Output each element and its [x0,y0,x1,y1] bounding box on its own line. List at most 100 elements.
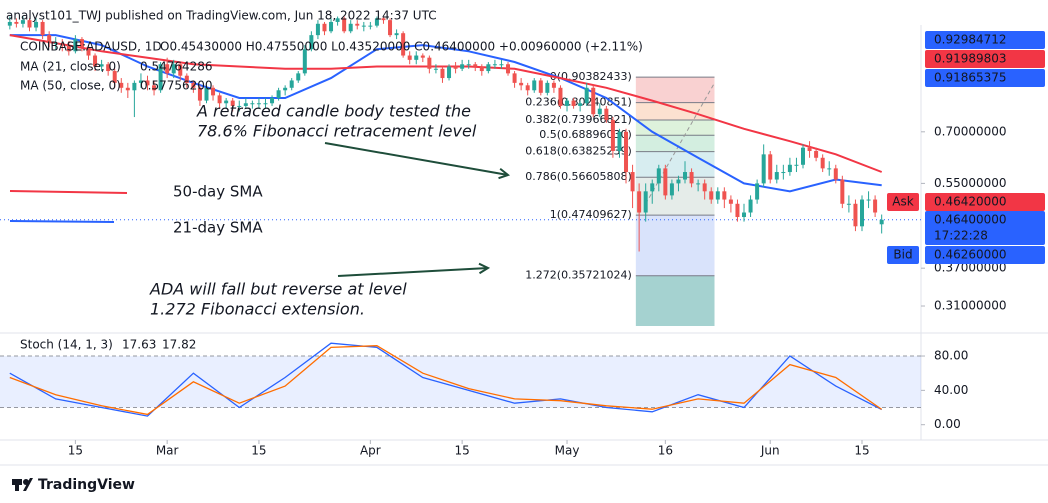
x-tick-label: Mar [156,444,179,458]
candle-body [34,21,39,28]
candle-body [532,80,537,91]
candle-body [263,103,268,105]
y-tick-label: 0.37000000 [934,261,1007,275]
candle-body [433,68,438,70]
candle-body [250,103,255,105]
candle-body [60,43,65,46]
x-tick-label: Jun [760,444,780,458]
candle-body [145,80,150,86]
candle-body [728,199,733,204]
bid-label: 0.46260000 [934,248,1007,262]
candle-body [748,199,753,213]
fib-band [635,77,715,103]
candle-body [276,90,281,98]
y-tick-label: 0.31000000 [934,299,1007,313]
arrow-head [478,262,491,275]
candle-body [519,82,524,86]
candle-body [722,191,727,200]
candle-body [656,168,661,184]
ask-tag-box [887,193,919,211]
candle-body [243,103,248,106]
indicator-price-box [925,31,1045,49]
candle-body [112,71,117,83]
candle-body [499,64,504,66]
candle-body [53,43,58,45]
footer-brand: TradingView [38,477,135,493]
candle-body [420,55,425,58]
candle-body [565,100,570,106]
candle-body [820,157,825,169]
bid-tag-box [887,246,919,264]
legend-line-21 [9,220,115,223]
candle-body [178,64,183,76]
candle-body [152,85,157,91]
candle-body [355,23,360,26]
fib-label: 0(0.90382433) [550,70,632,83]
candle-body [558,87,563,106]
x-tick-label: May [555,444,580,458]
annotation: 50-day SMA [173,183,263,201]
candle-body [14,21,19,24]
last-box [925,211,1045,245]
plot-layer: 0(0.90382433) 0.236(0.80240851) 0.382(0.73… [0,16,1045,458]
fib-label: 0.5(0.68896030) [539,128,632,141]
candle-body [224,100,229,104]
indicator-price-label: 0.91865375 [934,71,1007,85]
candle-body [597,108,602,115]
stoch-d-value: 17.82 [162,338,196,352]
stoch-y-tick-label: 0.00 [934,417,961,431]
candle-body [368,25,373,27]
y-tick-label: 0.55000000 [934,176,1007,190]
candle-body [466,64,471,66]
ask-label: 0.46420000 [934,195,1007,209]
fib-label: 1(0.47409627) [550,208,632,221]
candle-body [158,64,163,91]
candle-body [669,183,674,196]
candle-body [453,66,458,69]
ma-legend-value: 0.57756200 [140,79,213,93]
candle-body [66,45,71,52]
last-label: 0.46400000 [934,213,1007,227]
candle-body [119,82,124,88]
candle-body [322,23,327,32]
candle-body [689,172,694,184]
candle-body [879,219,884,225]
fib-band [635,102,715,121]
candle-body [525,85,530,91]
candle-body [755,183,760,200]
candle-body [394,33,399,36]
candle-body [794,164,799,166]
candle-body [93,55,98,67]
ask-box [925,193,1045,211]
indicator-price-label: 0.91989803 [934,52,1007,66]
candle-body [407,55,412,60]
x-tick-label: 15 [251,444,266,458]
candle-body [512,73,517,83]
fib-band [635,135,715,152]
candle-body [761,154,766,184]
candle-body [643,191,648,213]
candle-body [447,66,452,79]
stoch-title: Stoch (14, 1, 3) [20,338,113,352]
candle-body [571,100,576,106]
stoch-y-tick-label: 40.00 [934,383,968,397]
stoch-line [9,345,883,416]
candle-body [335,18,340,22]
candle-body [204,87,209,101]
candle-body [374,18,379,26]
arrow [324,142,509,176]
candle-body [735,203,740,218]
indicator-price-label: 0.92984712 [934,33,1007,47]
candle-body [853,203,858,227]
candle-body [191,82,196,88]
candle-body [283,87,288,91]
candle-body [742,212,747,218]
candle-body [171,64,176,74]
candle-body [584,87,589,104]
candle-body [361,25,366,27]
candle-body [506,64,511,74]
candle-body [342,18,347,32]
candle-body [846,203,851,205]
arrow-head [498,167,511,180]
candle-body [348,23,353,32]
